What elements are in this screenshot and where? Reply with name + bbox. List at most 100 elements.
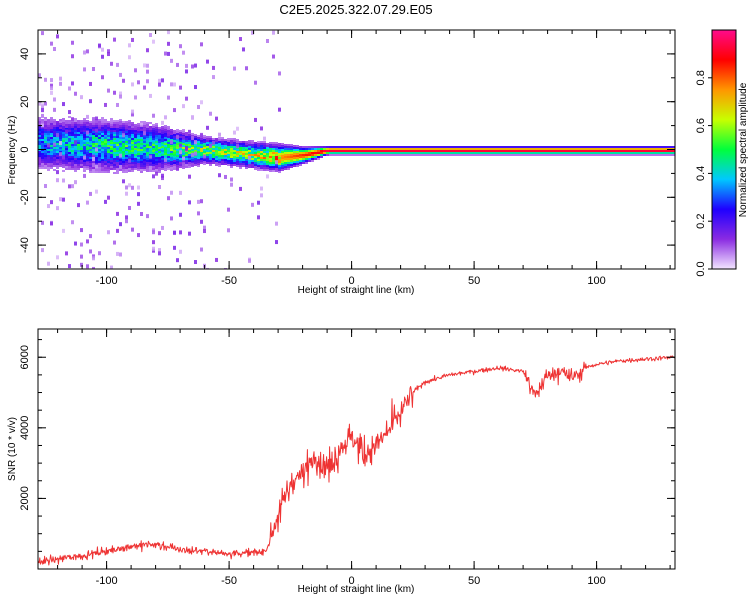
spectrogram-cell — [92, 149, 95, 151]
spectrogram-cell — [467, 154, 470, 156]
spectrogram-cell — [80, 144, 83, 146]
spectrogram-cell — [101, 123, 104, 125]
spectrogram-cell — [245, 145, 248, 147]
spectrogram-cell — [122, 129, 125, 131]
spectrogram-cell — [38, 101, 41, 106]
spectrogram-cell — [281, 147, 284, 149]
spectrogram-cell — [107, 145, 110, 147]
spectrogram-cell — [446, 152, 449, 154]
spectrogram-cell — [56, 161, 59, 163]
spectrogram-cell — [215, 154, 218, 156]
spectrogram-cell — [257, 143, 260, 145]
spectrogram-cell — [581, 150, 584, 152]
spectrogram-cell — [68, 184, 71, 189]
spectrogram-cell — [83, 162, 86, 164]
spectrogram-cell — [167, 41, 170, 46]
spectrogram-cell — [362, 146, 365, 148]
spectrogram-cell — [227, 140, 230, 142]
spectrogram-cell — [476, 152, 479, 154]
spectrogram-cell — [182, 149, 185, 151]
spectrogram-cell — [167, 140, 170, 142]
spectrogram-cell — [452, 148, 455, 150]
spectrogram-cell — [161, 138, 164, 140]
spectrogram-cell — [209, 158, 212, 160]
spectrogram-cell — [458, 152, 461, 154]
spectrogram-cell — [164, 149, 167, 151]
colorbar-tick-label: 0.0 — [695, 261, 707, 276]
spectrogram-cell — [155, 127, 158, 129]
spectrogram-cell — [125, 123, 128, 125]
spectrogram-cell — [62, 197, 65, 202]
spectrogram-cell — [650, 154, 653, 156]
spectrogram-cell — [290, 160, 293, 162]
spectrogram-cell — [92, 117, 95, 122]
spectrogram-cell — [665, 154, 668, 156]
spectrogram-cell — [143, 137, 146, 139]
spectrogram-cell — [134, 162, 137, 164]
spectrogram-cell — [269, 144, 272, 146]
x-tick-label: -100 — [96, 575, 118, 587]
spectrogram-cell — [83, 155, 86, 160]
spectrogram-cell — [119, 161, 122, 163]
spectrogram-cell — [98, 171, 101, 173]
spectrogram-cell — [533, 152, 536, 154]
spectrogram-cell — [467, 146, 470, 148]
spectrogram-cell — [227, 144, 230, 146]
spectrogram-cell — [44, 184, 47, 189]
spectrogram-cell — [629, 154, 632, 156]
spectrogram-cell — [221, 161, 224, 163]
spectrogram-cell — [101, 117, 104, 119]
spectrogram-cell — [230, 177, 233, 182]
spectrogram-cell — [41, 119, 44, 121]
spectrogram-cell — [143, 151, 146, 153]
spectrogram-cell — [314, 154, 317, 156]
spectrogram-cell — [50, 151, 53, 153]
spectrogram-cell — [257, 147, 260, 149]
spectrogram-cell — [116, 102, 119, 107]
spectrogram-cell — [287, 162, 290, 164]
spectrogram-cell — [89, 135, 92, 137]
spectrogram-cell — [62, 144, 65, 146]
spectrogram-cell — [161, 126, 164, 128]
spectrogram-cell — [263, 169, 266, 171]
spectrogram-cell — [116, 148, 119, 150]
spectrogram-cell — [581, 152, 584, 154]
spectrogram-cell — [209, 138, 212, 140]
spectrogram-cell — [614, 146, 617, 148]
spectrogram-cell — [215, 140, 218, 142]
spectrogram-cell — [362, 154, 365, 156]
spectrogram-cell — [65, 152, 68, 154]
spectrogram-cell — [413, 152, 416, 154]
spectrogram-cell — [50, 123, 53, 125]
spectrogram-cell — [290, 164, 293, 166]
spectrogram-cell — [557, 152, 560, 154]
spectrogram-cell — [434, 154, 437, 156]
spectrogram-cell — [86, 134, 89, 136]
spectrogram-cell — [197, 155, 200, 157]
spectrogram-cell — [437, 148, 440, 150]
spectrogram-cell — [338, 148, 341, 150]
spectrogram-cell — [233, 140, 236, 142]
spectrogram-cell — [80, 130, 83, 132]
spectrogram-cell — [122, 143, 125, 145]
spectrogram-cell — [125, 159, 128, 161]
spectrogram-cell — [311, 154, 314, 156]
spectrogram-cell — [602, 152, 605, 154]
spectrogram-cell — [278, 147, 281, 149]
spectrogram-cell — [131, 160, 134, 162]
spectrogram-cell — [170, 159, 173, 161]
spectrogram-cell — [101, 169, 104, 171]
spectrogram-cell — [119, 72, 122, 77]
spectrogram-cell — [590, 150, 593, 152]
spectrogram-cell — [185, 162, 188, 164]
spectrogram-cell — [422, 150, 425, 152]
spectrogram-cell — [200, 100, 203, 105]
spectrogram-cell — [170, 131, 173, 133]
spectrogram-cell — [68, 86, 71, 91]
spectrogram-cell — [269, 158, 272, 160]
spectrogram-cell — [62, 128, 65, 130]
spectrogram-cell — [110, 130, 113, 132]
spectrogram-cell — [143, 63, 146, 68]
spectrogram-cell — [146, 122, 149, 124]
spectrogram-cell — [74, 152, 77, 154]
